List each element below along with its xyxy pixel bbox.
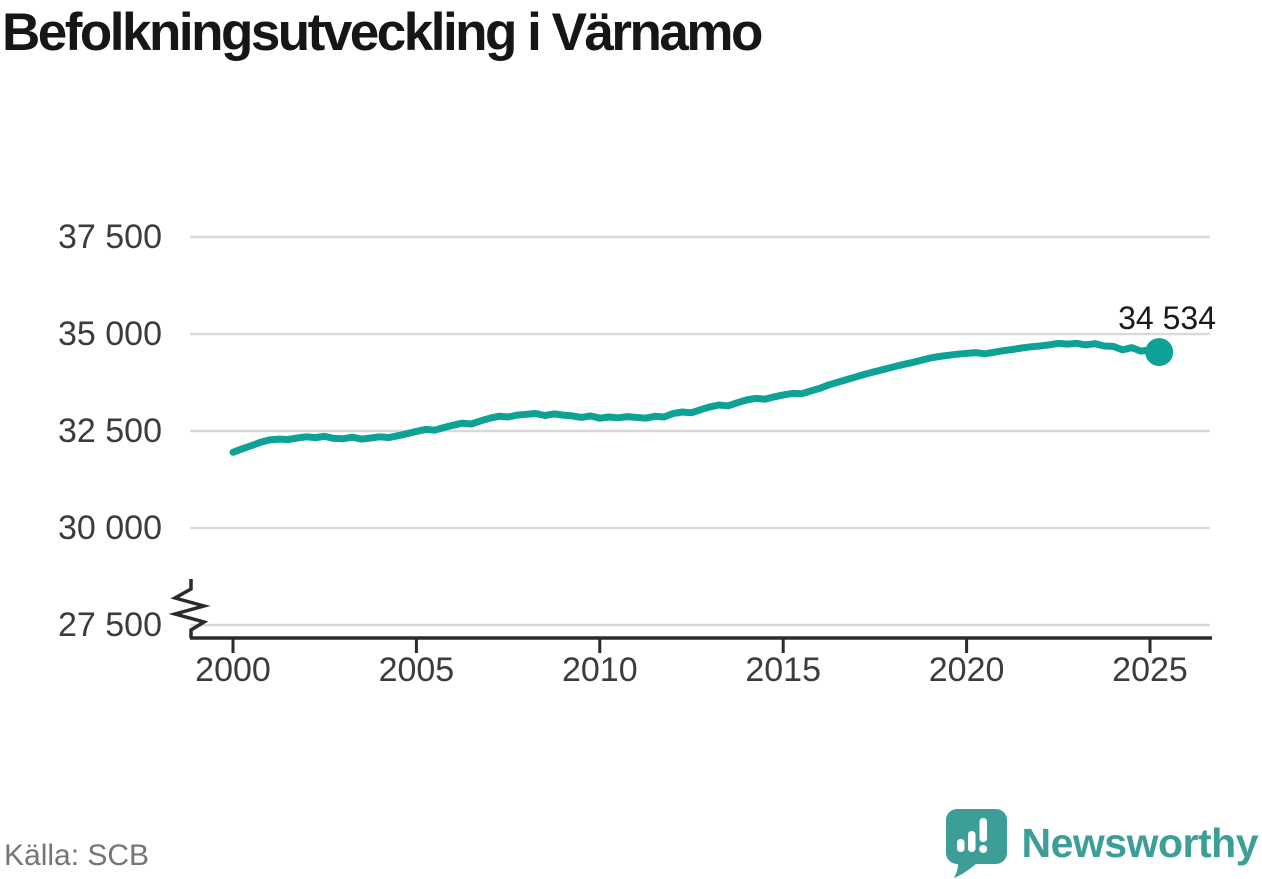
y-tick-label: 30 000: [58, 509, 162, 547]
chart-title: Befolkningsutveckling i Värnamo: [2, 3, 763, 62]
x-tick-label: 2000: [195, 651, 271, 689]
source-note: Källa: SCB: [4, 839, 150, 872]
y-tick-label: 35 000: [58, 315, 162, 353]
x-tick-label: 2010: [561, 651, 638, 689]
newsworthy-logo-icon: [945, 809, 1007, 878]
y-tick-label: 37 500: [58, 218, 162, 256]
x-tick-label: 2020: [928, 651, 1005, 689]
logo-exclamation-stem: [979, 818, 987, 842]
axis-break-icon: [168, 579, 211, 638]
x-tick-label: 2025: [1112, 651, 1188, 689]
logo-bar-small: [956, 839, 964, 852]
x-tick-label: 2015: [745, 651, 821, 689]
logo-bar-tall: [967, 831, 975, 852]
brand-footer: Newsworthy: [945, 808, 1259, 879]
x-tick-label: 2005: [378, 651, 455, 689]
end-value-label: 34 534: [1118, 300, 1216, 336]
logo-exclamation-dot: [978, 845, 987, 853]
population-line: [229, 339, 1163, 456]
brand-name: Newsworthy: [1021, 820, 1259, 866]
y-tick-label: 32 500: [58, 412, 162, 450]
y-tick-label: 27 500: [58, 606, 162, 644]
end-point-dot: [1145, 338, 1174, 367]
